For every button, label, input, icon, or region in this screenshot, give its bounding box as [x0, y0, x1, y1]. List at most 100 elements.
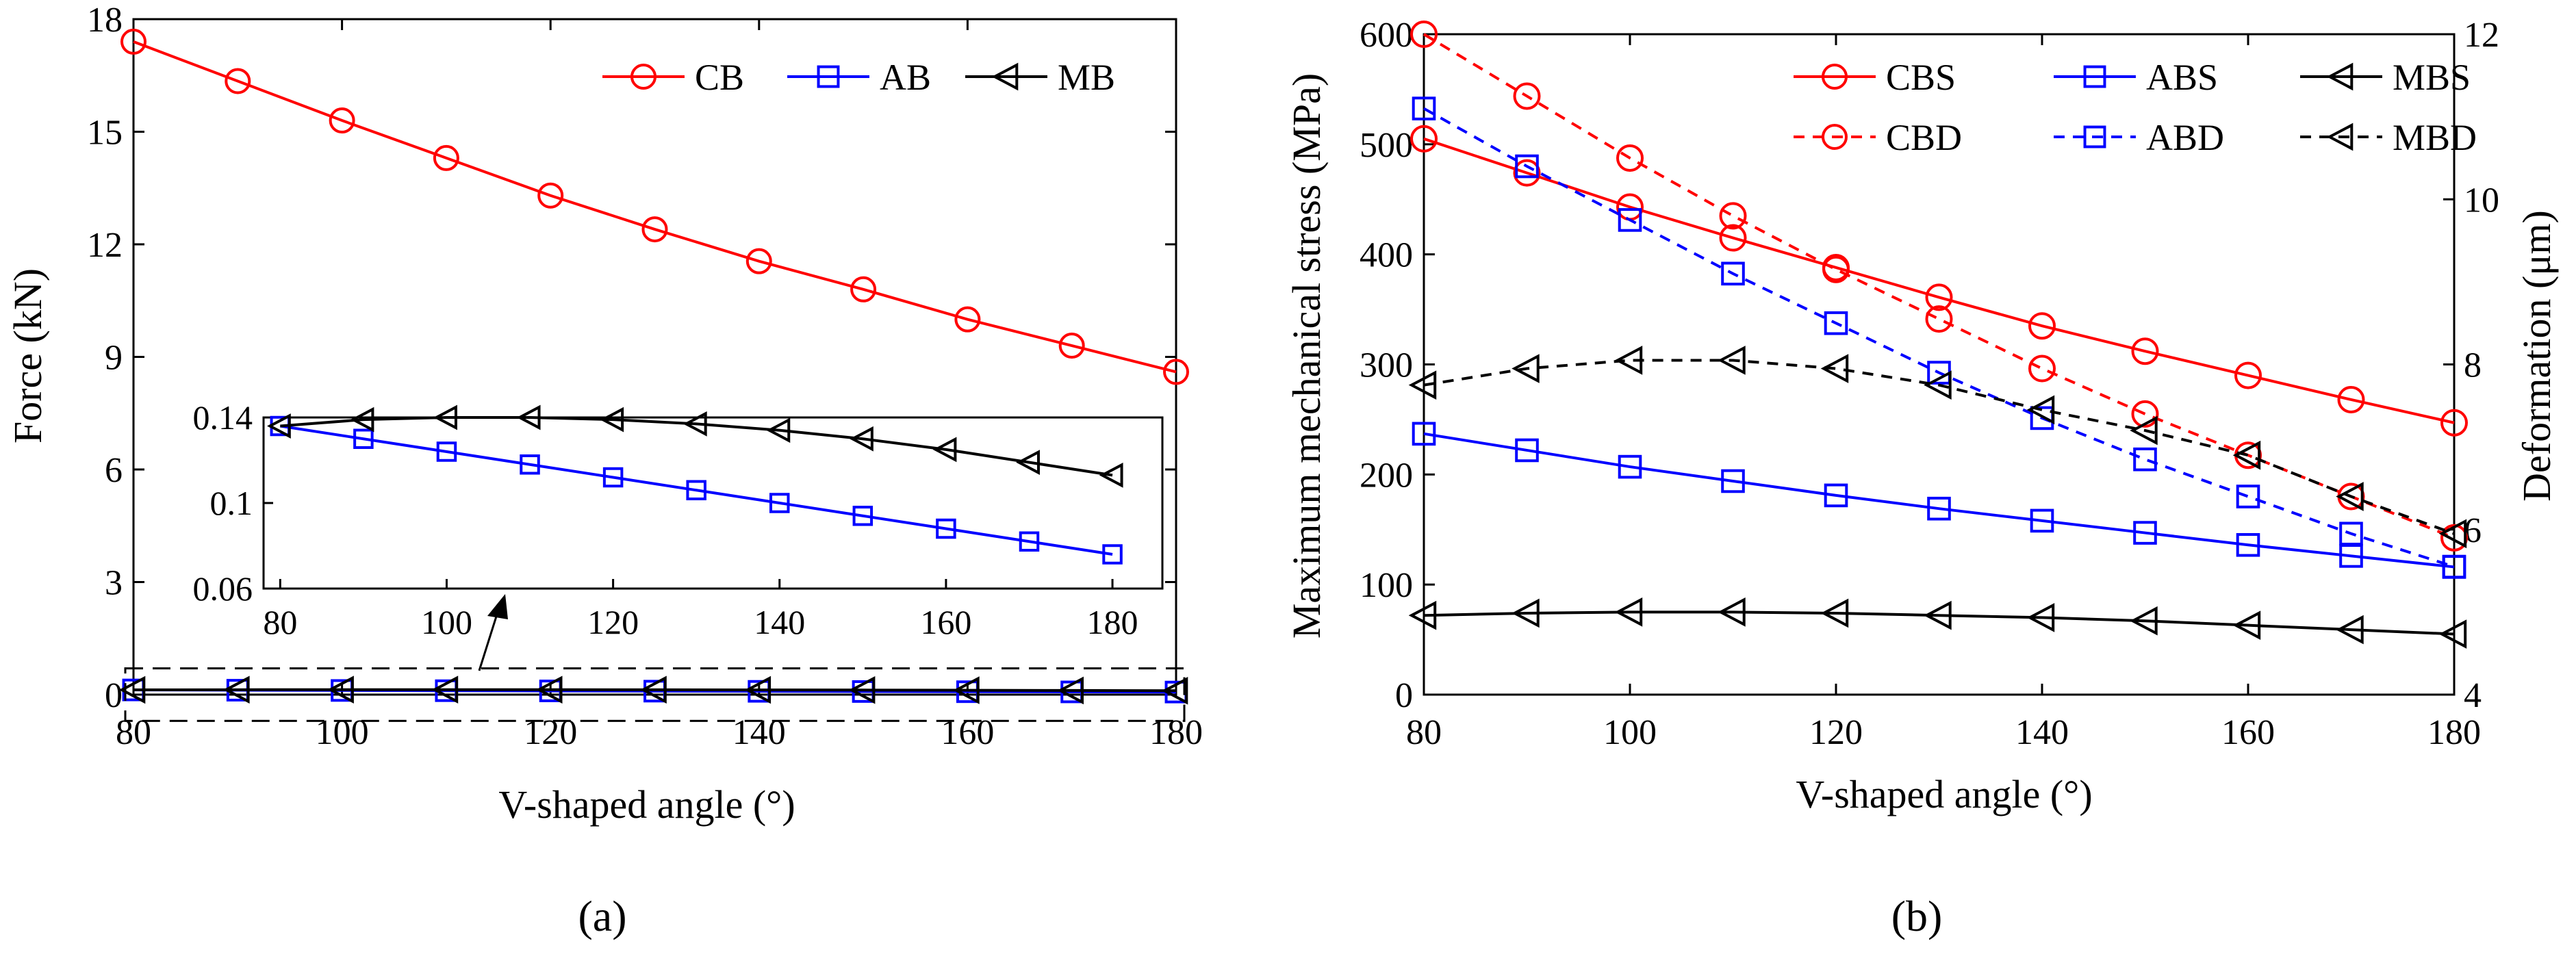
panel-a-xtick-label: 100	[316, 713, 369, 752]
panel-a-xtick-label: 80	[116, 713, 151, 752]
panel-b-xtick-label: 120	[1809, 713, 1863, 752]
legend-label-CB: CB	[695, 57, 744, 98]
legend-marker-AB	[817, 65, 840, 88]
panel-b-y2tick-label: 4	[2464, 676, 2482, 715]
series-line-ABS	[1423, 432, 2455, 569]
data-point-CBS	[1513, 159, 1541, 187]
panel-a-xtick-label: 180	[1149, 713, 1203, 752]
inset-ytick-label: 0.06	[193, 569, 253, 608]
panel-b-label: (b)	[1891, 892, 1943, 940]
data-point-MBS	[1820, 598, 1849, 628]
inset-data-point-AB	[686, 480, 706, 500]
data-point-MBS	[1614, 597, 1643, 627]
data-point-CBD	[1719, 202, 1747, 230]
panel-a-label: (a)	[578, 892, 626, 940]
panel-b-ytick-label: 300	[1360, 346, 1413, 385]
data-point-MB	[848, 675, 876, 704]
inset-data-point-AB	[602, 467, 624, 488]
data-point-MBS	[2438, 619, 2467, 649]
inset-xtick-label: 120	[587, 603, 639, 641]
data-point-CBS	[2028, 312, 2056, 340]
data-point-CB	[745, 248, 772, 274]
panel-a-ytick-label: 0	[105, 676, 123, 715]
inset-data-point-MB	[932, 437, 957, 463]
panel-a-ytick-label: 9	[105, 339, 123, 378]
inset-data-point-MB	[683, 411, 707, 437]
legend-label-MBS: MBS	[2393, 57, 2471, 98]
data-point-MBD	[2438, 519, 2467, 549]
data-point-ABD	[1515, 154, 1539, 179]
data-point-ABD	[1412, 96, 1436, 120]
panel-b-xlabel: V-shaped angle (°)	[1796, 772, 2092, 816]
series-line-MBS	[1423, 610, 2455, 636]
panel-a-ytick-label: 15	[87, 114, 123, 153]
data-point-CBS	[1719, 224, 1747, 252]
inset-xtick-label: 160	[920, 603, 971, 641]
data-point-MBD	[1614, 346, 1643, 375]
inset-data-point-AB	[353, 428, 374, 449]
legend-marker-MBD	[2326, 123, 2354, 151]
data-point-CBS	[2234, 361, 2262, 389]
panel-b-ylabel: Maximum mechanical stress (MPa)	[1284, 73, 1329, 639]
data-point-MBS	[2232, 610, 2261, 640]
data-point-ABS	[1515, 438, 1539, 463]
legend-label-MB: MB	[1058, 57, 1115, 98]
data-point-CBD	[1513, 82, 1541, 110]
data-point-ABD	[2133, 447, 2157, 472]
series-line-MB	[133, 688, 1177, 693]
data-point-MBS	[2336, 615, 2364, 645]
panel-a-frame	[132, 18, 1177, 696]
panel-b-xtick-label: 140	[2015, 713, 2069, 752]
data-point-ABS	[1824, 483, 1848, 508]
inset-xtick-label: 140	[754, 603, 805, 641]
panel-b-xtick-label: 160	[2221, 713, 2275, 752]
legend-label-AB: AB	[880, 57, 931, 98]
panel-b-ytick-label: 500	[1360, 126, 1413, 165]
panel-b-y2tick-label: 8	[2464, 346, 2482, 385]
data-point-CB	[1058, 333, 1085, 359]
panel-a-ylabel: Force (kN)	[5, 268, 50, 443]
data-point-MBS	[1408, 600, 1437, 630]
panel-b-ytick-label: 600	[1360, 16, 1413, 55]
data-point-MBD	[2026, 395, 2055, 425]
data-point-MB	[118, 675, 146, 704]
legend-marker-ABS	[2083, 65, 2106, 88]
legend-label-MBD: MBD	[2393, 117, 2477, 158]
data-point-ABD	[2339, 521, 2363, 546]
data-point-CBD	[2028, 354, 2056, 383]
data-point-ABD	[2442, 554, 2466, 579]
data-point-CBD	[2131, 400, 2159, 428]
data-point-MBD	[2336, 482, 2364, 511]
data-point-ABD	[2236, 485, 2260, 508]
inset-series-line-MB	[280, 416, 1113, 477]
panel-b-xtick-label: 80	[1406, 713, 1442, 752]
inset-data-point-AB	[1019, 531, 1040, 552]
inset-data-point-MB	[516, 404, 541, 430]
series-line-ABD	[1423, 107, 2455, 568]
inset-data-point-MB	[1016, 450, 1040, 475]
inset-xtick-label: 80	[263, 603, 297, 641]
data-point-MB	[327, 675, 354, 704]
data-point-CBS	[1925, 283, 1953, 311]
data-point-CBS	[2337, 385, 2365, 413]
inset-xtick-label: 180	[1087, 603, 1138, 641]
data-point-MBD	[1924, 370, 1952, 400]
series-line-CB	[133, 40, 1177, 374]
panel-a: 80 100 120 140 160 180 0 3 6 9 12 15 18 CB AB MB 80 100 12…	[87, 1, 1203, 752]
data-point-ABD	[1618, 208, 1642, 232]
inset-data-point-AB	[936, 518, 956, 539]
data-point-ABD	[1721, 261, 1745, 286]
inset-data-point-MB	[350, 407, 374, 433]
data-point-CB	[329, 107, 355, 134]
panel-a-xlabel: V-shaped angle (°)	[498, 782, 795, 827]
inset-data-point-MB	[267, 413, 291, 439]
data-point-CBS	[2131, 337, 2159, 365]
zoom-arrow-head	[487, 594, 508, 619]
data-point-ABS	[1721, 469, 1745, 493]
data-point-MBD	[1820, 354, 1849, 383]
data-point-MBD	[2130, 415, 2158, 446]
legend-marker-CB	[630, 64, 656, 90]
inset-series-line-AB	[280, 424, 1113, 556]
panel-b-y2label: Deformation (μm)	[2514, 210, 2559, 502]
data-point-CB	[120, 28, 146, 55]
